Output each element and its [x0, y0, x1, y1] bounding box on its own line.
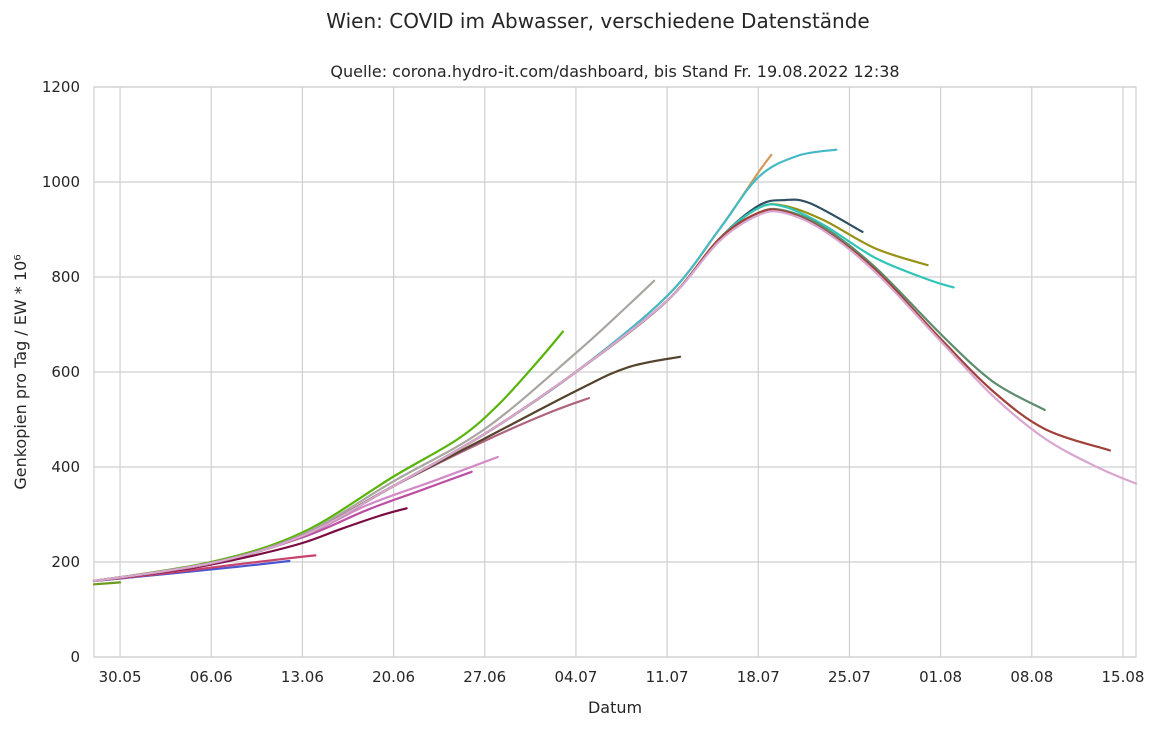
y-tick-label: 1200 [42, 78, 80, 96]
x-tick-label: 25.07 [828, 668, 871, 686]
y-tick-label: 200 [51, 553, 80, 571]
x-tick-label: 27.06 [463, 668, 506, 686]
y-tick-label: 600 [51, 363, 80, 381]
x-tick-label: 08.08 [1010, 668, 1053, 686]
x-tick-label: 06.06 [190, 668, 233, 686]
series-line-18 [92, 210, 1138, 583]
grid-lines [94, 86, 1136, 658]
y-tick-label: 400 [51, 458, 80, 476]
x-tick-label: 30.05 [99, 668, 142, 686]
y-tick-label: 1000 [42, 173, 80, 191]
y-axis-label: Genkopien pro Tag / EW * 10⁶ [11, 254, 30, 489]
x-tick-label: 04.07 [554, 668, 597, 686]
y-axis-ticks: 0 200 400 600 800 1000 1200 [42, 78, 80, 666]
x-tick-label: 15.08 [1101, 668, 1144, 686]
y-tick-label: 0 [70, 648, 80, 666]
series-line-1 [92, 581, 122, 586]
x-tick-label: 11.07 [646, 668, 689, 686]
y-tick-label: 800 [51, 268, 80, 286]
chart-suptitle: Wien: COVID im Abwasser, verschiedene Da… [326, 9, 869, 33]
x-tick-label: 18.07 [737, 668, 780, 686]
x-axis-ticks: 30.05 06.06 13.06 20.06 27.06 04.07 11.07 18.07… [99, 668, 1145, 686]
x-tick-label: 20.06 [372, 668, 415, 686]
chart-title: Quelle: corona.hydro-it.com/dashboard, b… [330, 62, 899, 81]
x-tick-label: 13.06 [281, 668, 324, 686]
x-tick-label: 01.08 [919, 668, 962, 686]
series-lines [92, 148, 1138, 586]
x-axis-label: Datum [588, 698, 642, 717]
